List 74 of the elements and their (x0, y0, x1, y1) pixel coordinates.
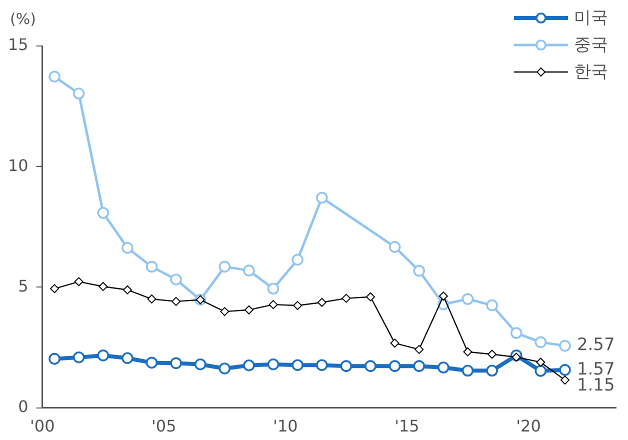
point (267, 282, 280, 295)
point (413, 264, 426, 277)
point (560, 376, 570, 385)
point (388, 360, 401, 372)
legend-label: 중국 (574, 34, 608, 56)
point (122, 352, 134, 364)
point (390, 338, 400, 348)
point (559, 340, 571, 352)
point (48, 70, 60, 83)
x-tick-label: '00 (30, 416, 55, 436)
point (220, 307, 230, 316)
point (414, 344, 424, 354)
y-axis-title: (%) (10, 10, 36, 28)
point (316, 359, 328, 372)
y-tick-label: 0 (18, 396, 28, 416)
point (194, 358, 206, 370)
legend-label: 미국 (574, 7, 608, 29)
point (293, 301, 302, 310)
point (97, 350, 110, 362)
point (98, 282, 108, 291)
x-tick-label: '05 (152, 416, 176, 436)
point (316, 192, 328, 204)
point (486, 299, 498, 312)
point (50, 284, 60, 294)
point (317, 298, 326, 307)
point (462, 364, 474, 377)
point (218, 260, 231, 273)
point (122, 242, 134, 254)
point (534, 364, 547, 377)
point (170, 357, 182, 370)
point (536, 358, 546, 367)
y-tick-label: 5 (18, 276, 28, 296)
point (243, 264, 255, 276)
point (72, 351, 85, 364)
point (146, 356, 158, 369)
point (292, 254, 304, 266)
point (488, 350, 497, 359)
point (559, 364, 571, 376)
legend-label: 한국 (574, 61, 608, 83)
point (218, 362, 231, 374)
point (413, 360, 426, 372)
point (462, 293, 474, 305)
point (72, 88, 85, 100)
point (438, 362, 450, 374)
x-tick-label: '10 (273, 416, 298, 436)
y-tick-label: 10 (8, 156, 28, 175)
data-label: 2.57 (576, 335, 615, 356)
point (146, 260, 158, 273)
x-tick-label: '15 (394, 416, 420, 436)
x-tick-label: '20 (516, 416, 541, 436)
point (366, 292, 375, 302)
point (388, 241, 401, 253)
point (48, 352, 60, 365)
point (342, 294, 351, 303)
point (486, 364, 498, 377)
point (243, 359, 255, 372)
point (267, 358, 280, 370)
point (147, 294, 156, 304)
point (510, 327, 522, 339)
point (172, 296, 181, 306)
point (292, 359, 304, 372)
point (170, 274, 182, 286)
point (463, 347, 472, 356)
point (244, 305, 254, 314)
point (122, 285, 132, 294)
point (340, 360, 352, 372)
point (74, 277, 84, 286)
point (534, 336, 547, 348)
point (438, 292, 448, 301)
y-tick-label: 15 (8, 35, 28, 54)
point (512, 352, 521, 362)
point (364, 360, 376, 372)
point (97, 207, 110, 219)
point (268, 300, 278, 310)
